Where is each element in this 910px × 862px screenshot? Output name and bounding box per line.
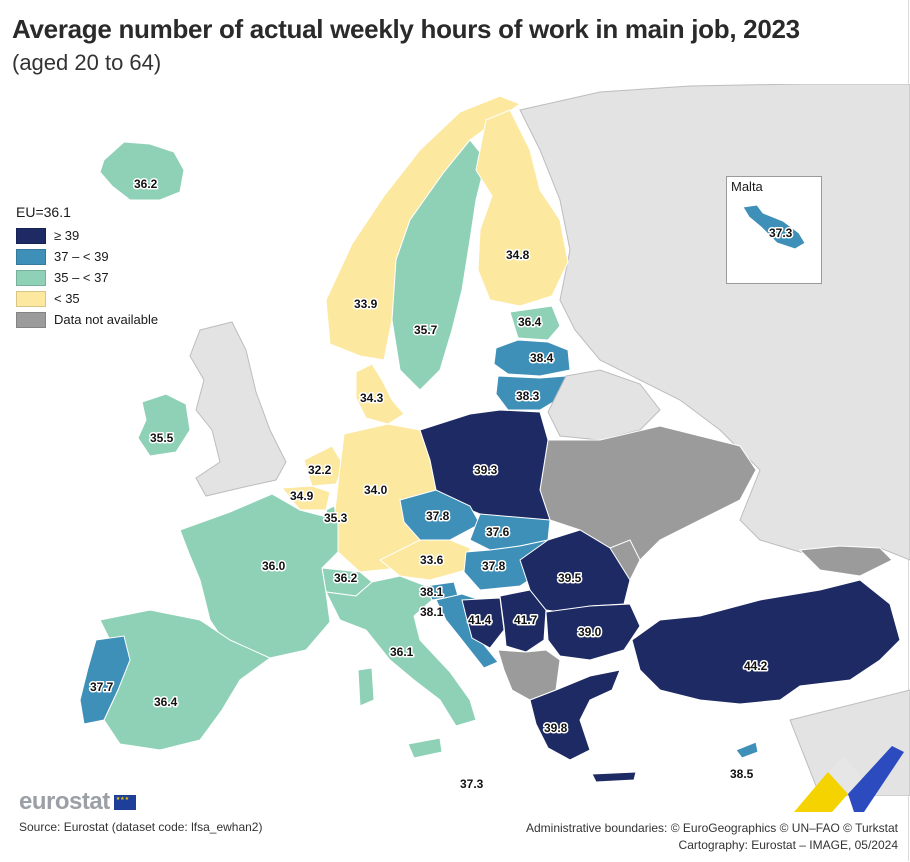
credits-line-1: Administrative boundaries: © EuroGeograp… bbox=[525, 821, 898, 835]
estonia bbox=[509, 305, 561, 341]
sardinia bbox=[357, 667, 375, 707]
value-netherlands: 32.2 bbox=[308, 463, 332, 477]
value-denmark: 34.3 bbox=[360, 391, 384, 405]
legend-label: < 35 bbox=[54, 291, 80, 306]
legend-item: < 35 bbox=[16, 288, 158, 309]
italy bbox=[325, 575, 477, 727]
malta-inset-value: 37.3 bbox=[769, 226, 793, 240]
logo-text: eurostat bbox=[19, 788, 110, 815]
value-lithuania: 38.3 bbox=[516, 389, 540, 403]
value-turkiye: 44.2 bbox=[744, 659, 768, 673]
value-hungary: 37.8 bbox=[482, 559, 506, 573]
eu-flag-icon bbox=[113, 794, 136, 810]
legend-label: 37 – < 39 bbox=[54, 249, 109, 264]
value-luxembourg: 35.3 bbox=[324, 511, 348, 525]
eurostat-logo: eurostat bbox=[19, 788, 136, 816]
ireland bbox=[137, 393, 191, 457]
greece bbox=[529, 669, 621, 761]
value-slovenia: 38.1 bbox=[420, 585, 444, 599]
value-latvia: 38.4 bbox=[530, 351, 554, 365]
value-poland: 39.3 bbox=[474, 463, 498, 477]
bulgaria bbox=[545, 603, 641, 661]
value-bulgaria: 39.0 bbox=[578, 625, 602, 639]
value-croatia: 38.1 bbox=[420, 605, 444, 619]
portugal bbox=[79, 635, 131, 725]
united-kingdom bbox=[189, 321, 287, 497]
finland bbox=[475, 109, 569, 307]
caucasus-grey bbox=[798, 545, 893, 577]
sicily bbox=[407, 737, 443, 759]
credits: Administrative boundaries: © EuroGeograp… bbox=[526, 820, 898, 854]
value-bosnia: 41.4 bbox=[468, 613, 492, 627]
legend-label: 35 – < 37 bbox=[54, 270, 109, 285]
legend-swatch bbox=[16, 269, 46, 286]
value-italy: 36.1 bbox=[390, 645, 414, 659]
map-subtitle: (aged 20 to 64) bbox=[12, 50, 162, 75]
value-cyprus: 38.5 bbox=[730, 767, 754, 781]
value-portugal: 37.7 bbox=[90, 680, 114, 694]
corner-logo bbox=[794, 746, 904, 812]
legend-label: ≥ 39 bbox=[54, 228, 80, 243]
value-estonia: 36.4 bbox=[518, 315, 542, 329]
value-slovakia: 37.6 bbox=[486, 525, 510, 539]
czechia bbox=[399, 489, 481, 541]
map-title: Average number of actual weekly hours of… bbox=[12, 14, 800, 44]
lithuania bbox=[495, 375, 567, 411]
value-malta-main: 37.3 bbox=[460, 777, 484, 791]
source-note: Source: Eurostat (dataset code: lfsa_ewh… bbox=[19, 820, 263, 834]
legend-label: Data not available bbox=[54, 312, 159, 327]
value-switzerland: 36.2 bbox=[334, 571, 358, 585]
cyprus bbox=[735, 741, 759, 759]
belarus bbox=[547, 369, 661, 441]
france bbox=[179, 493, 339, 659]
value-ireland: 35.5 bbox=[150, 431, 174, 445]
malta-map: 37.3 bbox=[742, 204, 806, 250]
value-romania: 39.5 bbox=[558, 571, 582, 585]
value-finland: 34.8 bbox=[506, 248, 530, 262]
belgium bbox=[280, 485, 331, 511]
legend-item: 35 – < 37 bbox=[16, 267, 158, 288]
legend: EU=36.1 ≥ 39 37 – < 39 35 – < 37 < 35 Da… bbox=[16, 204, 158, 330]
credits-line-2: Cartography: Eurostat – IMAGE, 05/2024 bbox=[678, 838, 898, 852]
legend-swatch bbox=[16, 290, 46, 307]
value-austria: 33.6 bbox=[420, 553, 444, 567]
turkiye bbox=[631, 579, 901, 705]
value-norway: 33.9 bbox=[354, 297, 378, 311]
ukraine bbox=[539, 425, 757, 561]
legend-item: Data not available bbox=[16, 309, 158, 330]
value-iceland: 36.2 bbox=[134, 177, 158, 191]
legend-swatch bbox=[16, 311, 46, 328]
value-sweden: 35.7 bbox=[414, 323, 438, 337]
value-france: 36.0 bbox=[262, 559, 286, 573]
sweden bbox=[391, 139, 487, 391]
croatia bbox=[435, 593, 499, 669]
denmark bbox=[355, 363, 405, 425]
value-germany: 34.0 bbox=[364, 483, 388, 497]
legend-item: 37 – < 39 bbox=[16, 246, 158, 267]
value-greece: 39.8 bbox=[544, 721, 568, 735]
legend-swatch bbox=[16, 227, 46, 244]
malta-inset-title: Malta bbox=[731, 179, 763, 194]
legend-swatch bbox=[16, 248, 46, 265]
value-serbia: 41.7 bbox=[514, 613, 538, 627]
legend-title: EU=36.1 bbox=[16, 204, 71, 220]
latvia bbox=[493, 339, 571, 377]
value-czechia: 37.8 bbox=[426, 509, 450, 523]
iceland bbox=[99, 141, 185, 201]
malta-island bbox=[742, 204, 806, 250]
crete bbox=[591, 771, 637, 783]
value-belgium: 34.9 bbox=[290, 489, 314, 503]
value-spain: 36.4 bbox=[154, 695, 178, 709]
malta-inset: Malta 37.3 bbox=[726, 176, 822, 284]
legend-item: ≥ 39 bbox=[16, 225, 158, 246]
